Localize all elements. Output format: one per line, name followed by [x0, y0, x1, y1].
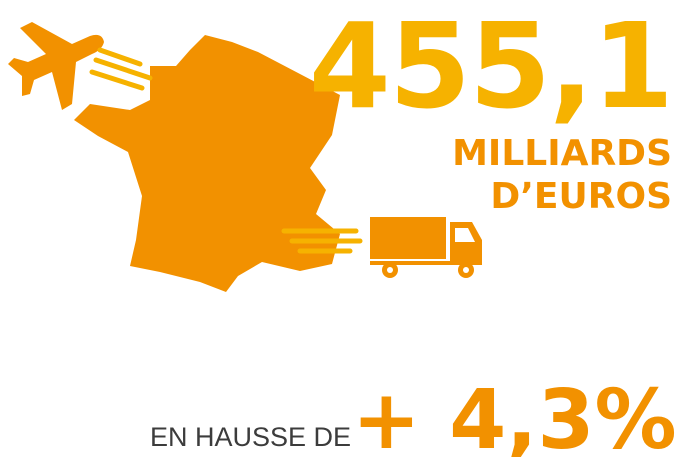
unit-line: MILLIARDS: [452, 133, 672, 174]
change-prefix: EN HAUSSE DE: [150, 422, 351, 452]
truck-trail: [281, 228, 363, 254]
change-value: + 4,3%: [352, 373, 677, 457]
amount: 455,1: [309, 0, 672, 135]
unit-line: D’EUROS: [490, 176, 672, 217]
plane-icon: [8, 22, 104, 110]
france-map: [74, 35, 340, 292]
plane-trail: [89, 47, 153, 91]
